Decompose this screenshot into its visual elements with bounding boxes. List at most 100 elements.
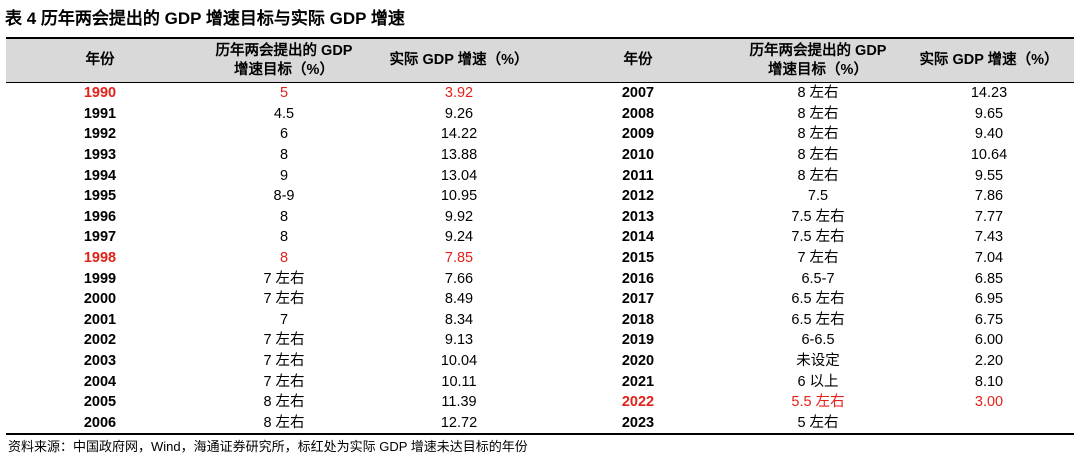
left-year-cell: 2000 <box>83 291 117 308</box>
left-year-cell: 1997 <box>83 229 117 246</box>
table-header-row: 年份 历年两会提出的 GDP 增速目标（%） 实际 GDP 增速（%） 年份 历年… <box>6 38 1074 83</box>
left-target-cell: 8 <box>279 250 289 267</box>
header-actual-left: 实际 GDP 增速（%） <box>374 38 544 83</box>
table-row: 2005 8 左右 11.39 2022 5.5 左右 3.00 <box>6 392 1074 413</box>
right-target-cell: 8 左右 <box>797 147 839 164</box>
right-year-cell: 2009 <box>621 126 655 143</box>
header-target-left: 历年两会提出的 GDP 增速目标（%） <box>194 38 374 83</box>
left-actual-cell: 3.92 <box>444 85 474 102</box>
left-year-cell: 1995 <box>83 188 117 205</box>
right-actual-cell: 14.23 <box>970 85 1008 102</box>
table-row: 1998 8 7.85 2015 7 左右 7.04 <box>6 248 1074 269</box>
table-row: 1996 8 9.92 2013 7.5 左右 7.77 <box>6 207 1074 228</box>
right-target-cell: 5.5 左右 <box>791 394 845 411</box>
right-actual-cell: 10.64 <box>970 147 1008 164</box>
right-actual-cell: 3.00 <box>974 394 1004 411</box>
table-row: 1993 8 13.88 2010 8 左右 10.64 <box>6 145 1074 166</box>
left-actual-cell: 10.04 <box>440 353 478 370</box>
left-target-cell: 8 <box>279 147 289 164</box>
right-target-cell: 6-6.5 <box>801 332 835 349</box>
left-actual-cell: 9.26 <box>444 105 474 122</box>
right-actual-cell: 9.65 <box>974 105 1004 122</box>
left-actual-cell: 13.88 <box>440 147 478 164</box>
left-year-cell: 1992 <box>83 126 117 143</box>
right-actual-cell: 8.10 <box>974 373 1004 390</box>
left-year-cell: 1998 <box>83 250 117 267</box>
left-year-cell: 2006 <box>6 412 194 436</box>
right-target-cell: 8 左右 <box>797 105 839 122</box>
right-target-cell: 5 左右 <box>732 412 904 436</box>
right-year-cell: 2022 <box>621 394 655 411</box>
left-target-cell: 7 左右 <box>263 373 305 390</box>
table-row: 2000 7 左右 8.49 2017 6.5 左右 6.95 <box>6 289 1074 310</box>
left-target-cell: 7 左右 <box>263 270 305 287</box>
table-row: 1990 5 3.92 2007 8 左右 14.23 <box>6 83 1074 104</box>
left-target-cell: 8-9 <box>273 188 295 205</box>
left-actual-cell: 9.24 <box>444 229 474 246</box>
table-row: 2004 7 左右 10.11 2021 6 以上 8.10 <box>6 371 1074 392</box>
left-target-cell: 6 <box>279 126 289 143</box>
left-actual-cell: 14.22 <box>440 126 478 143</box>
table-row: 2003 7 左右 10.04 2020 未设定 2.20 <box>6 351 1074 372</box>
left-actual-cell: 10.95 <box>440 188 478 205</box>
right-target-cell: 7.5 左右 <box>791 208 845 225</box>
right-target-cell: 未设定 <box>796 353 840 370</box>
left-target-cell: 8 左右 <box>263 394 305 411</box>
right-year-cell: 2021 <box>621 373 655 390</box>
right-target-cell: 6 以上 <box>797 373 839 390</box>
right-target-cell: 6.5 左右 <box>791 311 845 328</box>
left-year-cell: 1991 <box>83 105 117 122</box>
right-target-cell: 8 左右 <box>797 126 839 143</box>
left-year-cell: 1993 <box>83 147 117 164</box>
left-actual-cell: 8.34 <box>444 311 474 328</box>
table-row: 2006 8 左右 12.72 2023 5 左右 <box>6 412 1074 436</box>
right-year-cell: 2016 <box>621 270 655 287</box>
right-year-cell: 2017 <box>621 291 655 308</box>
table-row: 2001 7 8.34 2018 6.5 左右 6.75 <box>6 310 1074 331</box>
header-target-right: 历年两会提出的 GDP 增速目标（%） <box>732 38 904 83</box>
left-actual-cell: 9.92 <box>444 208 474 225</box>
right-target-cell: 7 左右 <box>797 250 839 267</box>
right-actual-cell <box>904 412 1074 436</box>
right-actual-cell: 7.04 <box>974 250 1004 267</box>
right-actual-cell: 9.55 <box>974 167 1004 184</box>
left-year-cell: 1990 <box>83 85 117 102</box>
left-actual-cell: 11.39 <box>441 394 477 411</box>
gdp-target-table: 年份 历年两会提出的 GDP 增速目标（%） 实际 GDP 增速（%） 年份 历年… <box>6 37 1074 436</box>
right-actual-cell: 9.40 <box>974 126 1004 143</box>
right-actual-cell: 6.95 <box>974 291 1004 308</box>
left-year-cell: 2001 <box>83 311 117 328</box>
left-actual-cell: 13.04 <box>440 167 478 184</box>
left-year-cell: 1994 <box>83 167 117 184</box>
table-row: 1997 8 9.24 2014 7.5 左右 7.43 <box>6 227 1074 248</box>
table-row: 1995 8-9 10.95 2012 7.5 7.86 <box>6 186 1074 207</box>
right-actual-cell: 6.75 <box>974 311 1004 328</box>
right-target-cell: 7.5 <box>807 188 829 205</box>
right-target-cell: 8 左右 <box>797 85 839 102</box>
left-year-cell: 1999 <box>83 270 117 287</box>
left-target-cell: 7 左右 <box>263 353 305 370</box>
right-actual-cell: 7.43 <box>974 229 1004 246</box>
left-actual-cell: 9.13 <box>444 332 474 349</box>
table-row: 1999 7 左右 7.66 2016 6.5-7 6.85 <box>6 268 1074 289</box>
left-target-cell: 7 <box>279 311 289 328</box>
table-title: 表 4 历年两会提出的 GDP 增速目标与实际 GDP 增速 <box>5 9 405 28</box>
left-target-cell: 4.5 <box>273 105 295 122</box>
table-row: 1991 4.5 9.26 2008 8 左右 9.65 <box>6 104 1074 125</box>
right-year-cell: 2010 <box>621 147 655 164</box>
left-actual-cell: 12.72 <box>374 412 544 436</box>
left-target-cell: 5 <box>279 85 289 102</box>
right-year-cell: 2014 <box>621 229 655 246</box>
right-year-cell: 2023 <box>544 412 732 436</box>
left-target-cell: 8 左右 <box>194 412 374 436</box>
right-actual-cell: 7.86 <box>974 188 1004 205</box>
right-year-cell: 2018 <box>621 311 655 328</box>
left-target-cell: 8 <box>279 208 289 225</box>
header-actual-right: 实际 GDP 增速（%） <box>904 38 1074 83</box>
left-actual-cell: 7.66 <box>444 270 474 287</box>
header-year-right: 年份 <box>544 38 732 83</box>
right-year-cell: 2007 <box>621 85 655 102</box>
left-actual-cell: 8.49 <box>444 291 474 308</box>
left-year-cell: 1996 <box>83 208 117 225</box>
right-year-cell: 2013 <box>621 208 655 225</box>
